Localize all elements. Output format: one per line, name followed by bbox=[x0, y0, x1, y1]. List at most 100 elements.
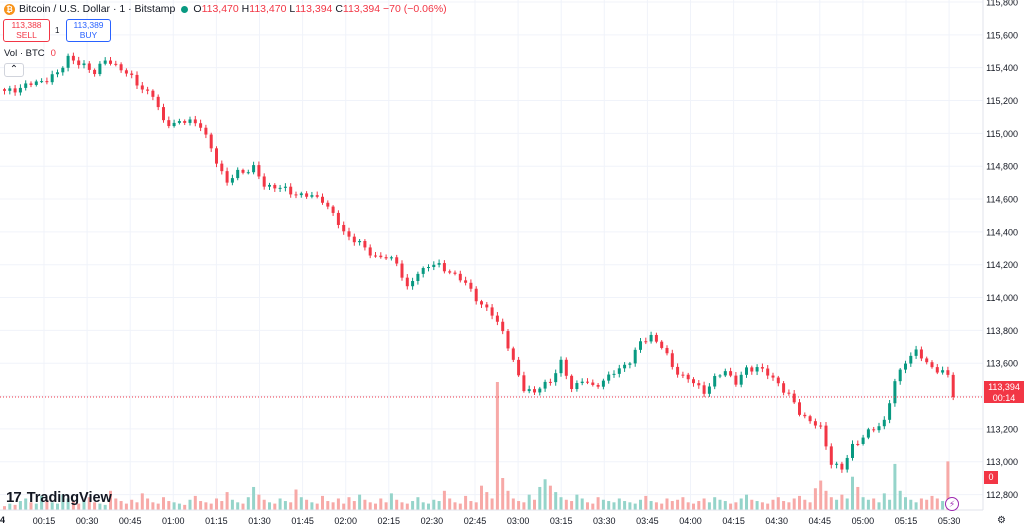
time-tick-label: 00:15 bbox=[33, 516, 56, 526]
candle bbox=[607, 371, 611, 384]
candle bbox=[66, 53, 70, 72]
candle bbox=[421, 266, 425, 278]
candle bbox=[236, 167, 240, 181]
candle bbox=[840, 461, 844, 473]
candle bbox=[199, 119, 203, 132]
volume-bar bbox=[840, 494, 844, 510]
sell-price: 113,388 bbox=[11, 20, 42, 30]
volume-bar bbox=[209, 503, 213, 510]
candle bbox=[384, 254, 388, 260]
volume-bar bbox=[707, 502, 711, 510]
candle bbox=[474, 286, 478, 305]
candle bbox=[766, 365, 770, 380]
symbol-header: ₿ Bitcoin / U.S. Dollar · 1 · Bitstamp O… bbox=[4, 3, 447, 15]
candle bbox=[442, 260, 446, 274]
volume-bar bbox=[336, 498, 340, 510]
volume-bar bbox=[347, 497, 351, 510]
gear-icon[interactable]: ⚙ bbox=[997, 515, 1006, 526]
candle bbox=[522, 371, 526, 393]
candle bbox=[130, 70, 134, 79]
candle bbox=[930, 360, 934, 369]
candle bbox=[919, 346, 923, 362]
volume-bar bbox=[130, 499, 134, 510]
volume-bar bbox=[506, 490, 510, 510]
volume-bar bbox=[586, 502, 589, 510]
volume-bar bbox=[501, 478, 505, 510]
candle bbox=[13, 85, 17, 96]
volume-bar bbox=[935, 498, 939, 510]
volume-bar bbox=[517, 501, 521, 510]
volume-bar bbox=[548, 485, 552, 510]
volume-bar bbox=[342, 503, 346, 510]
price-tick-label: 115,800 bbox=[986, 0, 1018, 8]
candle bbox=[177, 118, 181, 125]
price-tick-label: 113,000 bbox=[986, 457, 1018, 467]
volume-bar bbox=[623, 501, 627, 510]
candle bbox=[220, 160, 224, 175]
buy-label: BUY bbox=[79, 29, 98, 40]
volume-bar bbox=[660, 503, 664, 510]
candle bbox=[427, 264, 430, 272]
volume-legend[interactable]: Vol · BTC 0 bbox=[4, 48, 56, 59]
candle bbox=[299, 191, 303, 198]
buy-button[interactable]: 113,389 BUY bbox=[66, 19, 111, 42]
volume-bar bbox=[787, 502, 791, 510]
candle bbox=[283, 183, 287, 192]
candle bbox=[395, 254, 399, 267]
volume-bar bbox=[29, 502, 33, 510]
candle bbox=[162, 103, 165, 123]
volume-bar bbox=[580, 498, 584, 510]
time-tick-label: 01:45 bbox=[291, 516, 314, 526]
candle bbox=[209, 132, 213, 152]
candle bbox=[246, 169, 250, 175]
candle bbox=[352, 233, 356, 246]
volume-bar bbox=[803, 499, 807, 510]
time-tick-label: 03:15 bbox=[550, 516, 573, 526]
flash-icon[interactable]: ⚡ bbox=[945, 497, 959, 511]
volume-bars bbox=[3, 382, 955, 510]
volume-bar bbox=[474, 502, 478, 510]
candle bbox=[564, 357, 568, 380]
tradingview-logo[interactable]: 17 TradingView bbox=[6, 489, 112, 506]
price-tick-label: 114,000 bbox=[986, 293, 1018, 303]
candle bbox=[77, 56, 81, 69]
volume-bar bbox=[819, 480, 823, 510]
low-value: 113,394 bbox=[295, 3, 333, 15]
volume-bar bbox=[220, 501, 224, 510]
volume-bar bbox=[363, 499, 367, 510]
volume-bar bbox=[495, 382, 499, 510]
candle bbox=[660, 340, 664, 350]
candle bbox=[448, 269, 452, 275]
volume-bar bbox=[872, 498, 876, 510]
candle bbox=[342, 221, 346, 235]
price-tick-label: 115,400 bbox=[986, 63, 1018, 73]
volume-bar bbox=[18, 501, 22, 510]
candle bbox=[389, 255, 393, 261]
volume-value: 0 bbox=[50, 48, 56, 59]
volume-bar bbox=[617, 498, 621, 510]
candle bbox=[400, 260, 404, 281]
volume-bar bbox=[851, 476, 854, 510]
candle bbox=[527, 385, 531, 394]
volume-bar bbox=[681, 497, 685, 510]
symbol-title[interactable]: Bitcoin / U.S. Dollar · 1 · Bitstamp bbox=[19, 3, 176, 15]
candle bbox=[798, 399, 801, 417]
volume-bar bbox=[490, 498, 494, 510]
volume-bar bbox=[315, 503, 319, 510]
volume-bar bbox=[654, 502, 658, 510]
volume-bar bbox=[411, 501, 415, 510]
volume-bar bbox=[140, 493, 144, 510]
volume-bar bbox=[151, 502, 155, 510]
sell-button[interactable]: 113,388 SELL bbox=[3, 19, 50, 42]
volume-bar bbox=[77, 503, 81, 510]
candle bbox=[336, 210, 340, 229]
collapse-legend-button[interactable]: ⌃ bbox=[4, 63, 24, 77]
candle bbox=[713, 373, 717, 390]
time-tick-label: 00:45 bbox=[119, 516, 142, 526]
volume-bar bbox=[554, 492, 558, 510]
volume-bar bbox=[607, 501, 611, 510]
volume-bar bbox=[114, 498, 118, 510]
volume-bar bbox=[697, 501, 701, 510]
candle bbox=[225, 167, 229, 186]
